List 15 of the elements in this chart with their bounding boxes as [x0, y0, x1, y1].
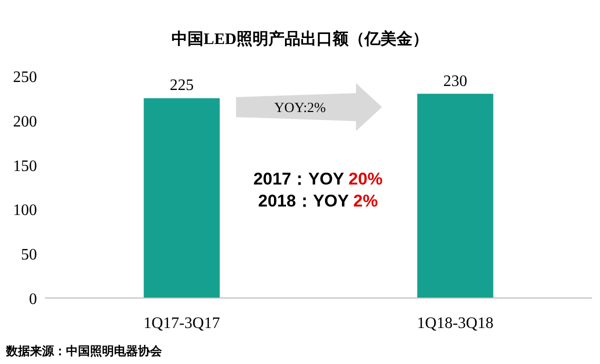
y-tick-label: 250	[13, 69, 37, 86]
annotation: YOY:2%	[274, 101, 326, 116]
data-label: 230	[443, 72, 468, 90]
source-note: 数据来源：中国照明电器协会	[5, 344, 163, 358]
y-tick-label: 50	[21, 246, 37, 264]
annotation: 2017：YOY 20%	[253, 169, 383, 188]
chart-title: 中国LED照明产品出口额（亿美金）	[172, 29, 428, 48]
y-tick-label: 100	[13, 202, 37, 220]
x-tick-label: 1Q17-3Q17	[144, 315, 220, 332]
y-tick-label: 150	[13, 158, 37, 175]
annotation: 2018：YOY 2%	[258, 192, 378, 211]
x-tick-label: 1Q18-3Q18	[417, 315, 494, 332]
data-label: 225	[170, 77, 194, 94]
y-tick-label: 200	[13, 113, 37, 130]
y-tick-label: 0	[29, 291, 37, 308]
